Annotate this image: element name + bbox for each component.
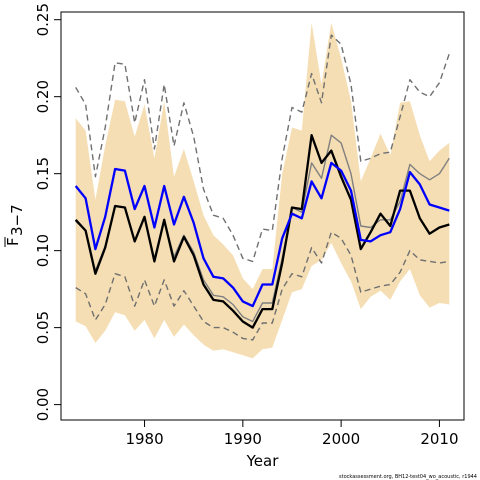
x-tick-label-1980: 1980 — [125, 430, 163, 448]
y-tick-label-0.25: 0.25 — [34, 3, 52, 36]
y-axis-title: F 3−7 — [4, 204, 26, 247]
y-axis-title-subscript: 3−7 — [8, 204, 26, 236]
series-line-2 — [74, 161, 450, 308]
y-tick-label-0.00: 0.00 — [34, 388, 52, 421]
x-tick-label-1990: 1990 — [224, 430, 262, 448]
x-tick-label-2000: 2000 — [322, 430, 360, 448]
series-line-4 — [75, 34, 450, 263]
y-axis: 0.00 0.05 0.10 0.15 0.20 0.25 — [34, 3, 61, 421]
footer-note: stockassessment.org, BH12-test04_wo_acou… — [339, 474, 477, 480]
confidence-band — [75, 22, 450, 359]
y-tick-label-0.05: 0.05 — [34, 311, 52, 344]
series-layer — [74, 34, 450, 341]
plot-frame — [60, 11, 465, 421]
x-axis: 1980 1990 2000 2010 — [125, 420, 459, 448]
y-tick-label-0.20: 0.20 — [34, 80, 52, 113]
y-axis-title-main: F — [4, 237, 22, 246]
confidence-band-layer — [75, 22, 450, 359]
series-line-1 — [74, 134, 450, 329]
y-tick-label-0.10: 0.10 — [34, 234, 52, 267]
y-tick-label-0.15: 0.15 — [34, 157, 52, 190]
series-line-5 — [75, 231, 450, 341]
x-tick-label-2010: 2010 — [420, 430, 458, 448]
x-axis-title: Year — [246, 452, 280, 470]
